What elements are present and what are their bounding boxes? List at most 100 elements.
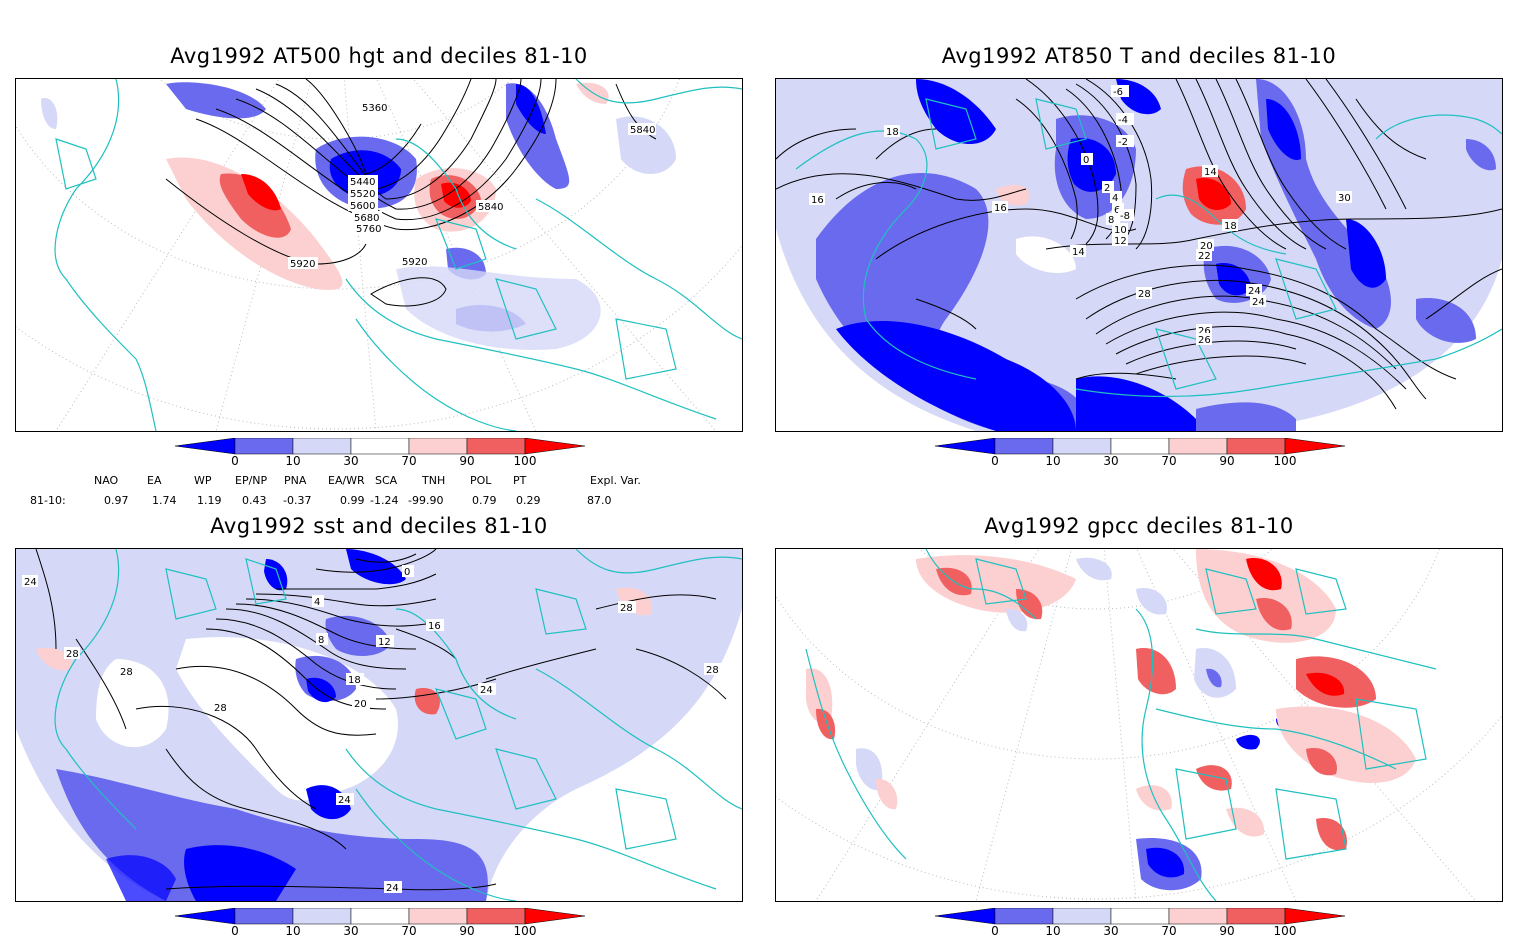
index-value: 87.0 xyxy=(587,494,612,507)
contour-label: 5680 xyxy=(354,213,379,224)
contour-label: 28 xyxy=(1138,289,1151,300)
colorbar-tick: 70 xyxy=(401,454,417,468)
contour-label: 14 xyxy=(1204,167,1217,178)
contour-label: 5600 xyxy=(350,201,375,212)
contour-label: 28 xyxy=(66,649,79,660)
index-header: TNH xyxy=(422,474,446,487)
contour-label: 24 xyxy=(1248,286,1261,297)
colorbar-sst: 0 10 30 70 90 100 xyxy=(174,907,595,948)
contour-label: 22 xyxy=(1198,251,1211,262)
contour-label: 4 xyxy=(1112,193,1118,204)
colorbar-tick: 90 xyxy=(1219,924,1235,938)
index-header: EP/NP xyxy=(235,474,268,487)
contour-label: 8 xyxy=(318,635,324,646)
contour-label: 30 xyxy=(1338,193,1351,204)
contour-label: 20 xyxy=(354,699,367,710)
contour-label: 12 xyxy=(378,637,391,648)
index-header: Expl. Var. xyxy=(590,474,641,487)
panel-title-sst: Avg1992 sst and deciles 81-10 xyxy=(210,514,548,538)
contour-label: 0 xyxy=(1083,155,1089,166)
colorbar-tick: 30 xyxy=(343,454,359,468)
contour-label: 5920 xyxy=(290,259,315,270)
map-panel-sst: 24 28 28 28 0 4 8 12 16 18 20 24 24 28 2… xyxy=(15,548,743,902)
contour-label: 16 xyxy=(428,621,441,632)
colorbar-tick: 10 xyxy=(285,924,301,938)
colorbar-tick: 10 xyxy=(285,454,301,468)
contour-label: 28 xyxy=(214,703,227,714)
contour-label: 5840 xyxy=(478,202,503,213)
map-panel-gpcc xyxy=(775,548,1503,902)
index-value: 1.74 xyxy=(152,494,177,507)
index-header: PNA xyxy=(284,474,307,487)
index-header: PT xyxy=(513,474,527,487)
index-header: SCA xyxy=(375,474,398,487)
panel-title-gpcc: Avg1992 gpcc deciles 81-10 xyxy=(984,514,1294,538)
contour-label: 12 xyxy=(1114,236,1127,247)
contour-label: 24 xyxy=(1252,297,1265,308)
contour-label: -4 xyxy=(1118,115,1128,126)
index-header: EA/WR xyxy=(328,474,365,487)
colorbar-tick: 100 xyxy=(513,924,537,938)
contour-label: 14 xyxy=(1072,247,1085,258)
contour-label: 28 xyxy=(706,665,719,676)
contour-label: 18 xyxy=(1224,221,1237,232)
colorbar-gpcc: 0 10 30 70 90 100 xyxy=(934,907,1355,948)
contour-label: 20 xyxy=(1200,241,1213,252)
contour-label: 18 xyxy=(348,675,361,686)
index-value: -0.37 xyxy=(283,494,312,507)
colorbar-t850: 0 10 30 70 90 100 xyxy=(934,437,1355,478)
panel-title-hgt500: Avg1992 AT500 hgt and deciles 81-10 xyxy=(170,44,588,68)
contour-label: 5760 xyxy=(356,224,381,235)
colorbar-tick: 30 xyxy=(1103,924,1119,938)
contour-label: -8 xyxy=(1120,211,1130,222)
colorbar-tick: 30 xyxy=(343,924,359,938)
contour-label: 6 xyxy=(1114,205,1120,216)
colorbar-tick: 90 xyxy=(459,924,475,938)
colorbar-tick: 70 xyxy=(1161,924,1177,938)
contour-label: 5360 xyxy=(362,103,387,114)
index-header: WP xyxy=(194,474,212,487)
contour-label: 5920 xyxy=(402,257,427,268)
colorbar-tick: 0 xyxy=(991,924,999,938)
index-value: 0.43 xyxy=(242,494,267,507)
contour-label: 5840 xyxy=(630,125,655,136)
index-value: 0.97 xyxy=(104,494,129,507)
map-panel-t850: -6 -4 -2 0 2 4 6 8 10 12 14 16 18 20 22 … xyxy=(775,78,1503,432)
colorbar-tick: 100 xyxy=(1273,924,1297,938)
index-value: 0.99 xyxy=(340,494,365,507)
colorbar-tick: 100 xyxy=(1273,454,1297,468)
index-value: 0.79 xyxy=(472,494,497,507)
contour-label: 5440 xyxy=(350,177,375,188)
colorbar-tick: 70 xyxy=(1161,454,1177,468)
index-value: 1.19 xyxy=(197,494,222,507)
colorbar-tick: 0 xyxy=(231,924,239,938)
indices-row-label: 81-10: xyxy=(30,494,66,507)
contour-label: 8 xyxy=(1108,215,1114,226)
colorbar-tick: 100 xyxy=(513,454,537,468)
contour-label: 24 xyxy=(480,685,493,696)
contour-label: 5520 xyxy=(350,189,375,200)
contour-label: 24 xyxy=(24,577,37,588)
contour-label: 18 xyxy=(886,127,899,138)
index-value: -99.90 xyxy=(408,494,444,507)
contour-label: 4 xyxy=(314,597,320,608)
contour-label: 28 xyxy=(620,603,633,614)
colorbar-tick: 90 xyxy=(1219,454,1235,468)
contour-label: 2 xyxy=(1104,183,1110,194)
contour-label: 16 xyxy=(811,195,824,206)
colorbar-hgt500: 0 10 30 70 90 100 xyxy=(174,437,595,478)
panel-title-t850: Avg1992 AT850 T and deciles 81-10 xyxy=(941,44,1337,68)
contour-label: 0 xyxy=(404,567,410,578)
contour-label: 16 xyxy=(994,203,1007,214)
colorbar-tick: 0 xyxy=(231,454,239,468)
colorbar-tick: 30 xyxy=(1103,454,1119,468)
index-header: POL xyxy=(470,474,492,487)
contour-label: 26 xyxy=(1198,335,1211,346)
colorbar-tick: 10 xyxy=(1045,454,1061,468)
contour-label: 24 xyxy=(386,883,399,894)
index-header: NAO xyxy=(94,474,119,487)
contour-label: 10 xyxy=(1114,225,1127,236)
colorbar-tick: 0 xyxy=(991,454,999,468)
contour-label: -6 xyxy=(1113,87,1123,98)
index-value: -1.24 xyxy=(370,494,399,507)
